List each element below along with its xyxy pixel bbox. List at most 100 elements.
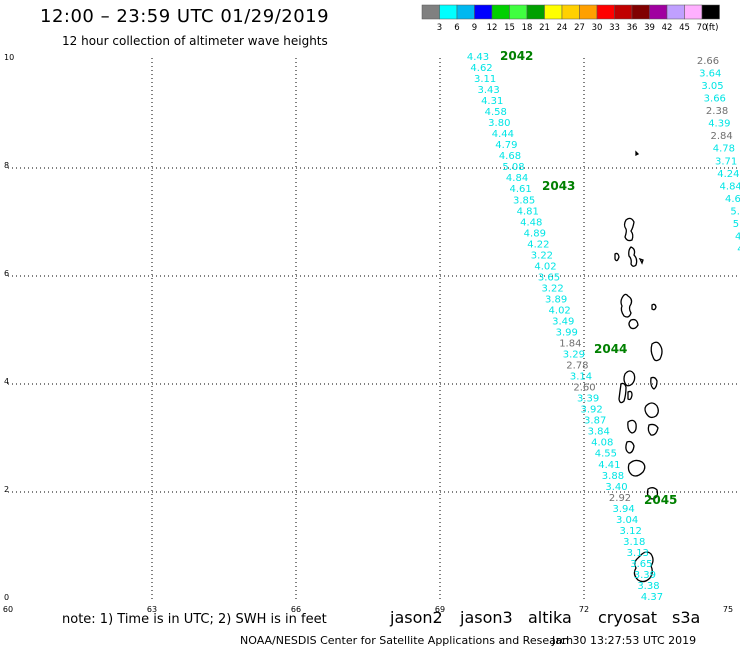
pass-id-labels: 2042 2043 2044 2045 bbox=[500, 49, 677, 507]
legend-label: 45 bbox=[679, 23, 690, 33]
swh-value: 3.04 bbox=[616, 515, 638, 526]
axis-labels: 60 63 66 69 72 75 10 8 6 4 2 0 bbox=[3, 53, 733, 614]
swh-value: 3.65 bbox=[538, 272, 560, 283]
legend-swatch bbox=[614, 4, 633, 20]
swh-value: 3.38 bbox=[637, 581, 659, 592]
swh-value: 3.29 bbox=[563, 350, 585, 361]
swh-value: 3.85 bbox=[513, 195, 535, 206]
swh-value: 4.08 bbox=[591, 438, 613, 449]
legend-swatch bbox=[666, 4, 685, 20]
swh-value: 3.43 bbox=[478, 85, 500, 96]
satellite-cryosat: cryosat bbox=[598, 608, 658, 627]
swh-value: 4.79 bbox=[495, 140, 517, 151]
swh-value: 4.02 bbox=[549, 305, 571, 316]
satellite-altika: altika bbox=[528, 608, 572, 627]
swh-value: 3.88 bbox=[602, 471, 624, 482]
swh-value: 3.22 bbox=[531, 250, 553, 261]
swh-value: 4. bbox=[737, 244, 740, 255]
legend-label: 30 bbox=[592, 23, 603, 33]
swh-value: 3.87 bbox=[584, 416, 606, 427]
swh-value: 4.6 bbox=[725, 194, 740, 205]
satellite-jason3: jason3 bbox=[460, 608, 513, 627]
swh-value: 5. bbox=[730, 206, 740, 217]
pass-id-2043: 2043 bbox=[542, 179, 575, 193]
legend-swatch bbox=[509, 4, 528, 20]
swh-value: 3.89 bbox=[545, 294, 567, 305]
swh-value: 4.43 bbox=[467, 52, 489, 63]
swh-value: 3.65 bbox=[630, 559, 652, 570]
swh-value: 3.22 bbox=[541, 283, 563, 294]
swh-value: 4.02 bbox=[534, 261, 556, 272]
x-tick-label: 69 bbox=[435, 605, 445, 614]
swh-value: 4.84 bbox=[720, 181, 740, 192]
swh-value: 3.64 bbox=[699, 69, 721, 80]
swh-value: 1.84 bbox=[559, 339, 581, 350]
swh-value: 3.99 bbox=[556, 328, 578, 339]
x-tick-label: 66 bbox=[291, 605, 301, 614]
swh-value: 3.13 bbox=[627, 548, 649, 559]
swh-value: 4.41 bbox=[598, 460, 620, 471]
swh-value: 3.05 bbox=[701, 81, 723, 92]
x-tick-label: 72 bbox=[579, 605, 589, 614]
legend-label: 12 bbox=[487, 23, 498, 33]
pass-id-2044: 2044 bbox=[594, 342, 627, 356]
y-tick-label: 6 bbox=[4, 269, 9, 278]
swh-value: 2.92 bbox=[609, 493, 631, 504]
maldives-coastline bbox=[614, 150, 663, 583]
legend-swatch bbox=[649, 4, 668, 20]
swh-value: 2.66 bbox=[697, 56, 719, 67]
satellite-s3a: s3a bbox=[672, 608, 701, 627]
swh-value: 3.94 bbox=[612, 504, 634, 515]
swh-value: 3.92 bbox=[580, 405, 602, 416]
legend-label: 33 bbox=[609, 23, 620, 33]
pass-id-2045: 2045 bbox=[644, 493, 677, 507]
legend-label: 36 bbox=[627, 23, 638, 33]
legend-label: 9 bbox=[472, 23, 477, 33]
y-tick-label: 2 bbox=[4, 485, 9, 494]
legend-label: 3 bbox=[437, 23, 442, 33]
legend-swatch bbox=[526, 4, 545, 20]
legend-label: 27 bbox=[574, 23, 585, 33]
swh-value: 3.39 bbox=[577, 394, 599, 405]
swh-value: 4.84 bbox=[506, 173, 528, 184]
swh-value: 2.84 bbox=[710, 131, 732, 142]
swh-value: 3.49 bbox=[552, 316, 574, 327]
x-tick-label: 75 bbox=[723, 605, 733, 614]
legend-swatch bbox=[561, 4, 580, 20]
generated-timestamp: Jan 30 13:27:53 UTC 2019 bbox=[552, 634, 697, 647]
pass-id-2042: 2042 bbox=[500, 49, 533, 63]
swh-value: 3.39 bbox=[634, 570, 656, 581]
legend-swatch bbox=[474, 4, 493, 20]
swh-value: 3.66 bbox=[704, 94, 726, 105]
x-tick-label: 60 bbox=[3, 605, 13, 614]
swh-value: 3.84 bbox=[588, 427, 610, 438]
swh-value: 2.60 bbox=[573, 383, 595, 394]
swh-value: 4.22 bbox=[527, 239, 549, 250]
legend-label: 24 bbox=[557, 23, 568, 33]
chart-title: 12:00 – 23:59 UTC 01/29/2019 bbox=[40, 6, 330, 27]
swh-value: 3.14 bbox=[570, 372, 592, 383]
legend-swatch bbox=[684, 4, 703, 20]
swh-value: 4.62 bbox=[470, 63, 492, 74]
swh-value: 4.68 bbox=[499, 151, 521, 162]
swh-value: 2.38 bbox=[706, 106, 728, 117]
swh-value: 3.40 bbox=[605, 482, 627, 493]
swh-value: 4.89 bbox=[524, 228, 546, 239]
legend-swatch bbox=[491, 4, 510, 20]
altimeter-track-2042: 4.434.623.113.434.314.583.804.444.794.68… bbox=[467, 52, 663, 603]
swh-value: 3.18 bbox=[623, 537, 645, 548]
swh-value: 4. bbox=[735, 231, 740, 242]
chart-subtitle: 12 hour collection of altimeter wave hei… bbox=[62, 34, 328, 48]
y-tick-label: 10 bbox=[4, 53, 14, 62]
legend-unit: (ft) bbox=[706, 23, 719, 33]
swh-value: 4.37 bbox=[641, 592, 663, 603]
swh-value: 4.55 bbox=[595, 449, 617, 460]
footer-note: note: 1) Time is in UTC; 2) SWH is in fe… bbox=[62, 612, 327, 627]
swh-value: 2.78 bbox=[566, 361, 588, 372]
legend-label: 18 bbox=[522, 23, 533, 33]
legend-label: 21 bbox=[539, 23, 550, 33]
swh-value: 3.71 bbox=[715, 156, 737, 167]
swh-value: 4.81 bbox=[517, 206, 539, 217]
color-legend: 3 6 9 12 15 18 21 24 27 30 33 36 39 42 45 70(ft) bbox=[421, 4, 720, 33]
legend-swatch bbox=[439, 4, 458, 20]
